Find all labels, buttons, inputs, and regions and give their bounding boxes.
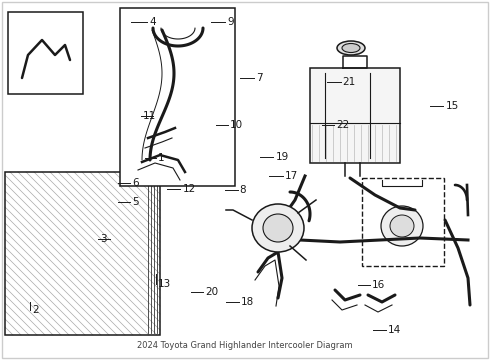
Text: 15: 15 xyxy=(445,101,459,111)
Text: 6: 6 xyxy=(132,178,139,188)
Text: 5: 5 xyxy=(132,197,139,207)
Text: 19: 19 xyxy=(275,152,289,162)
Ellipse shape xyxy=(252,204,304,252)
Ellipse shape xyxy=(381,206,423,246)
Bar xyxy=(5,172,160,335)
Text: 2: 2 xyxy=(32,305,39,315)
Bar xyxy=(120,8,235,186)
Text: 11: 11 xyxy=(143,111,156,121)
Text: 9: 9 xyxy=(227,17,234,27)
Text: 3: 3 xyxy=(100,234,107,244)
Bar xyxy=(310,68,400,163)
Text: 16: 16 xyxy=(372,280,385,290)
Text: 10: 10 xyxy=(230,120,243,130)
Bar xyxy=(8,12,83,94)
Text: 13: 13 xyxy=(158,279,171,289)
Text: 1: 1 xyxy=(158,153,165,163)
Text: 4: 4 xyxy=(149,17,156,27)
Text: 18: 18 xyxy=(241,297,254,307)
Text: 20: 20 xyxy=(205,287,219,297)
Text: 8: 8 xyxy=(240,185,246,195)
Ellipse shape xyxy=(337,41,365,55)
Text: 14: 14 xyxy=(388,325,401,336)
Text: 2024 Toyota Grand Highlander Intercooler Diagram: 2024 Toyota Grand Highlander Intercooler… xyxy=(137,341,353,350)
Text: 7: 7 xyxy=(256,73,263,84)
Text: 12: 12 xyxy=(182,184,196,194)
Ellipse shape xyxy=(263,214,293,242)
Ellipse shape xyxy=(342,44,360,53)
Text: 22: 22 xyxy=(336,120,349,130)
Text: 21: 21 xyxy=(343,77,356,87)
Bar xyxy=(362,178,444,266)
Ellipse shape xyxy=(390,215,414,237)
Text: 17: 17 xyxy=(285,171,298,181)
